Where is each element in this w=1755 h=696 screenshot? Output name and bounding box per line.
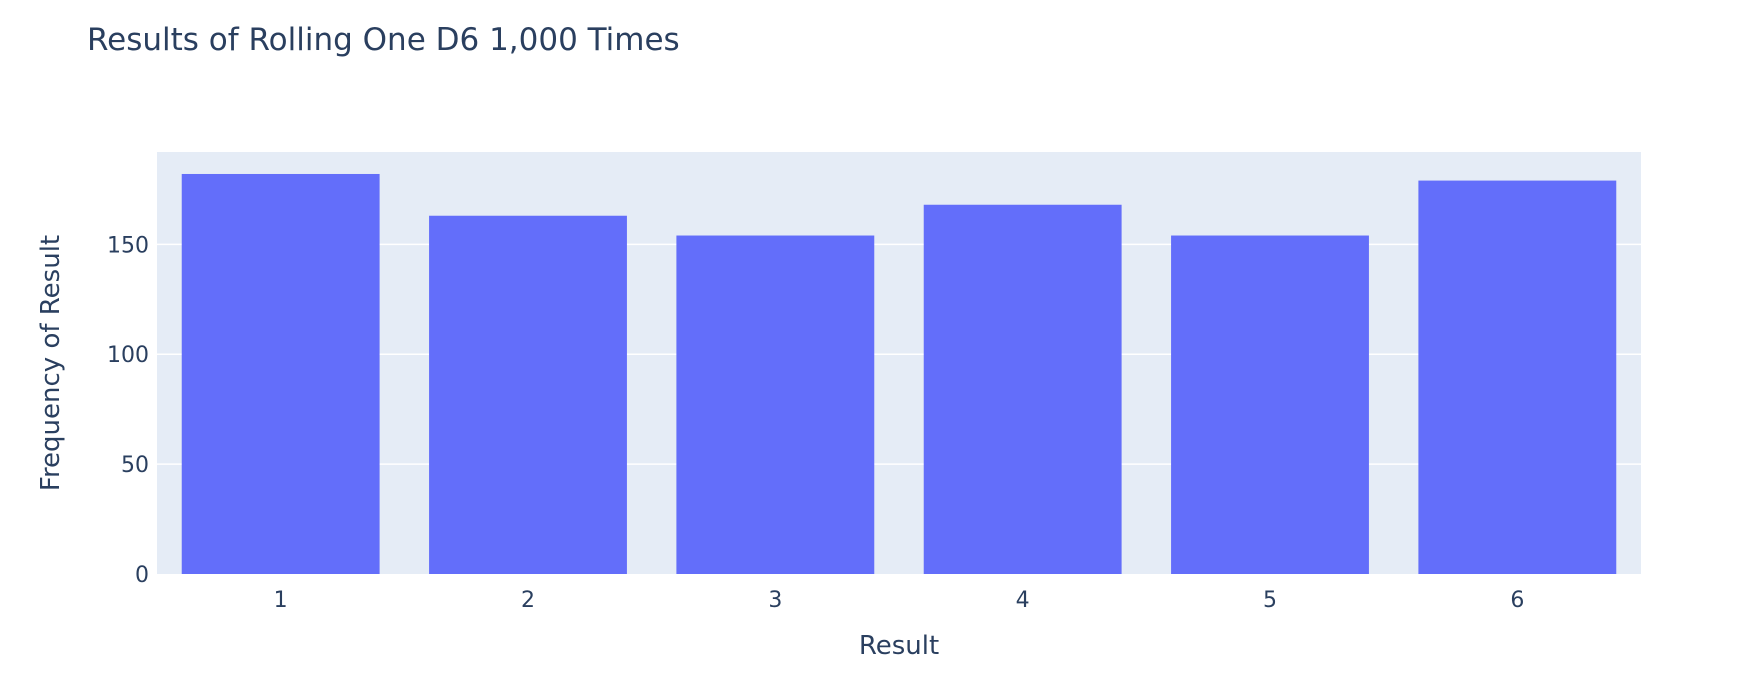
plot-area: [157, 152, 1641, 574]
x-axis-title: Result: [859, 631, 939, 661]
x-tick-label: 5: [1263, 588, 1277, 613]
x-tick-label: 6: [1510, 588, 1524, 613]
bar-5[interactable]: [1171, 235, 1369, 575]
bars: [181, 173, 1617, 575]
chart-title: Results of Rolling One D6 1,000 Times: [87, 22, 680, 58]
x-tick-label: 4: [1016, 588, 1030, 613]
y-tick-label: 150: [107, 233, 149, 258]
x-tick-label: 1: [274, 588, 288, 613]
bar-4[interactable]: [923, 204, 1122, 574]
x-tick-label: 3: [768, 588, 782, 613]
y-axis-title: Frequency of Result: [36, 235, 66, 491]
bar-3[interactable]: [676, 235, 875, 575]
bar-1[interactable]: [181, 173, 380, 574]
y-tick-labels: 0 50 100 150: [107, 233, 149, 588]
bar-2[interactable]: [429, 215, 627, 575]
bar-6[interactable]: [1418, 180, 1617, 574]
y-tick-label: 100: [107, 343, 149, 368]
gridlines: [157, 243, 1641, 465]
x-tick-labels: 1 2 3 4 5 6: [274, 588, 1525, 613]
x-tick-label: 2: [521, 588, 535, 613]
y-tick-label: 0: [135, 563, 149, 588]
y-tick-label: 50: [121, 453, 149, 478]
